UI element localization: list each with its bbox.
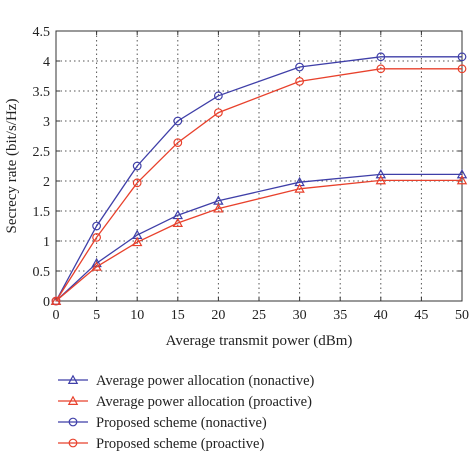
y-axis-title: Secrecy rate (bit/s/Hz) bbox=[4, 99, 20, 234]
y-tick-label: 4 bbox=[43, 55, 50, 70]
y-tick-label: 3 bbox=[43, 115, 50, 130]
x-tick-label: 25 bbox=[252, 308, 266, 323]
x-tick-label: 5 bbox=[93, 308, 100, 323]
legend-marker-swatch bbox=[67, 374, 79, 384]
legend-marker-swatch bbox=[68, 438, 78, 448]
data-point-marker bbox=[51, 296, 61, 306]
legend-label: Average power allocation (proactive) bbox=[96, 394, 312, 410]
y-tick-label: 1.5 bbox=[33, 205, 51, 220]
data-point-marker bbox=[92, 232, 101, 242]
y-tick-label: 1 bbox=[43, 235, 50, 250]
data-point-marker bbox=[173, 116, 183, 126]
data-point-marker bbox=[132, 178, 142, 188]
y-tick-label: 0 bbox=[43, 295, 50, 310]
x-tick-label: 10 bbox=[130, 308, 144, 323]
x-tick-label: 0 bbox=[53, 308, 60, 323]
x-tick-label: 30 bbox=[293, 308, 307, 323]
x-tick-label: 15 bbox=[171, 308, 185, 323]
series-line bbox=[55, 68, 462, 302]
y-tick-label: 3.5 bbox=[33, 85, 51, 100]
x-tick-label: 20 bbox=[211, 308, 225, 323]
data-point-marker bbox=[456, 168, 468, 179]
legend-marker-swatch bbox=[67, 395, 79, 405]
legend: Average power allocation (nonactive) Aver… bbox=[58, 373, 315, 452]
data-point-marker bbox=[457, 52, 467, 62]
data-point-marker bbox=[132, 161, 142, 171]
legend-marker-swatch bbox=[68, 417, 78, 427]
series-2 bbox=[50, 174, 468, 305]
x-tick-label: 40 bbox=[374, 308, 388, 323]
x-tick-label: 50 bbox=[455, 308, 469, 323]
data-point-marker bbox=[376, 52, 386, 62]
data-point-marker bbox=[92, 221, 101, 231]
data-point-marker bbox=[173, 138, 183, 148]
legend-item: Proposed scheme (proactive) bbox=[58, 436, 264, 452]
data-point-marker bbox=[456, 174, 468, 185]
data-point-marker bbox=[213, 91, 223, 101]
y-tick-label: 2.5 bbox=[33, 145, 51, 160]
data-point-marker bbox=[91, 261, 102, 271]
data-point-marker bbox=[172, 217, 184, 227]
series-line bbox=[55, 179, 462, 302]
grid bbox=[56, 31, 462, 301]
data-point-marker bbox=[294, 183, 305, 193]
legend-item: Average power allocation (proactive) bbox=[58, 394, 312, 410]
legend-item: Proposed scheme (nonactive) bbox=[58, 415, 267, 431]
x-tick-label: 45 bbox=[414, 308, 428, 323]
legend-item: Average power allocation (nonactive) bbox=[58, 373, 315, 389]
data-point-marker bbox=[457, 64, 467, 74]
series-4 bbox=[51, 64, 467, 306]
data-point-marker bbox=[295, 62, 305, 72]
series-line bbox=[55, 56, 462, 302]
data-point-marker bbox=[376, 64, 386, 74]
legend-label: Average power allocation (nonactive) bbox=[96, 373, 315, 389]
data-point-marker bbox=[131, 236, 143, 247]
axis-ticks: 0 5 10 15 20 25 30 35 40 45 50 0 0.5 1 1.5 2 2.5 3 3.5 4 4.5 bbox=[33, 25, 470, 323]
legend-label: Proposed scheme (nonactive) bbox=[96, 415, 267, 431]
y-tick-label: 2 bbox=[43, 175, 50, 190]
series-layer bbox=[50, 52, 468, 306]
series-3 bbox=[51, 52, 467, 306]
data-point-marker bbox=[295, 76, 305, 86]
x-tick-label: 35 bbox=[333, 308, 347, 323]
legend-label: Proposed scheme (proactive) bbox=[96, 436, 264, 452]
x-axis-title: Average transmit power (dBm) bbox=[166, 333, 353, 349]
y-tick-label: 0.5 bbox=[33, 265, 51, 280]
data-point-marker bbox=[213, 108, 223, 117]
data-point-marker bbox=[375, 168, 387, 179]
data-point-marker bbox=[375, 174, 387, 185]
series-line bbox=[55, 173, 462, 302]
y-tick-label: 4.5 bbox=[33, 25, 51, 40]
data-point-marker bbox=[213, 203, 224, 213]
